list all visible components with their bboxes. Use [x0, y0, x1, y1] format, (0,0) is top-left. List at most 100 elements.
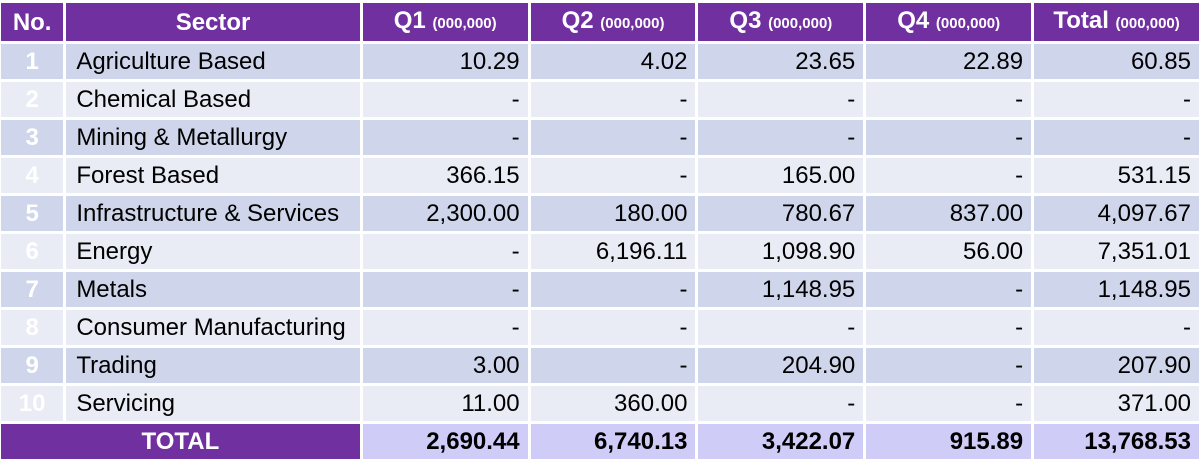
total-value: 1,148.95 — [1034, 272, 1199, 307]
sector-name: Mining & Metallurgy — [66, 120, 360, 155]
q2-value: - — [530, 272, 696, 307]
table-row: 7 Metals - - 1,148.95 - 1,148.95 — [1, 272, 1199, 307]
q4-value: - — [866, 120, 1032, 155]
q1-value: - — [362, 272, 528, 307]
q3-value: 1,148.95 — [698, 272, 864, 307]
sector-name: Chemical Based — [66, 82, 360, 117]
table-row: 5 Infrastructure & Services 2,300.00 180… — [1, 196, 1199, 231]
q1-value: 10.29 — [362, 44, 528, 79]
q4-value: - — [866, 272, 1032, 307]
row-number: 5 — [1, 196, 64, 231]
total-value: 4,097.67 — [1034, 196, 1199, 231]
header-row: No. Sector Q1 (000,000) Q2 (000,000) Q3 … — [1, 3, 1199, 41]
q1-value: 11.00 — [362, 386, 528, 421]
q1-value: 3.00 — [362, 348, 528, 383]
table-row: 4 Forest Based 366.15 - 165.00 - 531.15 — [1, 158, 1199, 193]
total-value: - — [1034, 120, 1199, 155]
q1-value: 2,300.00 — [362, 196, 528, 231]
q1-value: - — [362, 234, 528, 269]
table-row: 2 Chemical Based - - - - - — [1, 82, 1199, 117]
header-total-unit: (000,000) — [1115, 15, 1180, 32]
header-q2-unit: (000,000) — [600, 15, 665, 32]
sector-name: Servicing — [66, 386, 360, 421]
q3-value: 204.90 — [698, 348, 864, 383]
q3-value: - — [698, 120, 864, 155]
q2-value: 360.00 — [530, 386, 696, 421]
row-number: 1 — [1, 44, 64, 79]
header-q4-unit: (000,000) — [935, 15, 1001, 32]
table-row: 1 Agriculture Based 10.29 4.02 23.65 22.… — [1, 44, 1199, 79]
row-number: 6 — [1, 234, 64, 269]
q3-value: - — [698, 386, 864, 421]
q4-value: - — [866, 310, 1032, 345]
header-q1-unit: (000,000) — [432, 15, 497, 32]
q2-value: - — [530, 158, 696, 193]
q2-value: 180.00 — [530, 196, 696, 231]
table-row: 3 Mining & Metallurgy - - - - - — [1, 120, 1199, 155]
sector-name: Infrastructure & Services — [66, 196, 360, 231]
total-q2: 6,740.13 — [530, 424, 696, 459]
header-sector: Sector — [66, 3, 360, 41]
table-row: 9 Trading 3.00 - 204.90 - 207.90 — [1, 348, 1199, 383]
header-q3-unit: (000,000) — [768, 15, 833, 32]
table-row: 10 Servicing 11.00 360.00 - - 371.00 — [1, 386, 1199, 421]
total-value: - — [1034, 82, 1199, 117]
row-number: 2 — [1, 82, 64, 117]
row-number: 3 — [1, 120, 64, 155]
q4-value: - — [866, 82, 1032, 117]
sector-name: Agriculture Based — [66, 44, 360, 79]
q4-value: - — [866, 348, 1032, 383]
table-row: 8 Consumer Manufacturing - - - - - — [1, 310, 1199, 345]
total-value: 531.15 — [1034, 158, 1199, 193]
header-q1: Q1 (000,000) — [362, 3, 528, 41]
q4-value: - — [866, 386, 1032, 421]
row-number: 4 — [1, 158, 64, 193]
total-value: - — [1034, 310, 1199, 345]
total-q1: 2,690.44 — [362, 424, 528, 459]
sector-quarterly-table: No. Sector Q1 (000,000) Q2 (000,000) Q3 … — [1, 3, 1199, 459]
q3-value: 23.65 — [698, 44, 864, 79]
q1-value: - — [362, 120, 528, 155]
header-q2: Q2 (000,000) — [530, 3, 696, 41]
q1-value: 366.15 — [362, 158, 528, 193]
q2-value: - — [530, 348, 696, 383]
row-number: 10 — [1, 386, 64, 421]
grand-total: 13,768.53 — [1034, 424, 1199, 459]
header-q4: Q4 (000,000) — [866, 3, 1032, 41]
q3-value: - — [698, 310, 864, 345]
sector-name: Consumer Manufacturing — [66, 310, 360, 345]
total-q4: 915.89 — [866, 424, 1032, 459]
q3-value: - — [698, 82, 864, 117]
total-value: 371.00 — [1034, 386, 1199, 421]
row-number: 7 — [1, 272, 64, 307]
q2-value: - — [530, 310, 696, 345]
q3-value: 780.67 — [698, 196, 864, 231]
q4-value: - — [866, 158, 1032, 193]
sector-name: Trading — [66, 348, 360, 383]
total-q3: 3,422.07 — [698, 424, 864, 459]
sector-name: Forest Based — [66, 158, 360, 193]
q4-value: 837.00 — [866, 196, 1032, 231]
total-row: TOTAL 2,690.44 6,740.13 3,422.07 915.89 … — [1, 424, 1199, 459]
row-number: 9 — [1, 348, 64, 383]
q3-value: 165.00 — [698, 158, 864, 193]
q2-value: - — [530, 120, 696, 155]
q2-value: - — [530, 82, 696, 117]
header-q3: Q3 (000,000) — [698, 3, 864, 41]
header-total: Total (000,000) — [1034, 3, 1199, 41]
sector-name: Energy — [66, 234, 360, 269]
q3-value: 1,098.90 — [698, 234, 864, 269]
total-value: 207.90 — [1034, 348, 1199, 383]
total-label: TOTAL — [1, 424, 360, 459]
total-value: 7,351.01 — [1034, 234, 1199, 269]
total-value: 60.85 — [1034, 44, 1199, 79]
q2-value: 4.02 — [530, 44, 696, 79]
table-row: 6 Energy - 6,196.11 1,098.90 56.00 7,351… — [1, 234, 1199, 269]
sector-name: Metals — [66, 272, 360, 307]
q4-value: 56.00 — [866, 234, 1032, 269]
header-no: No. — [1, 3, 64, 41]
q1-value: - — [362, 310, 528, 345]
q2-value: 6,196.11 — [530, 234, 696, 269]
row-number: 8 — [1, 310, 64, 345]
q4-value: 22.89 — [866, 44, 1032, 79]
